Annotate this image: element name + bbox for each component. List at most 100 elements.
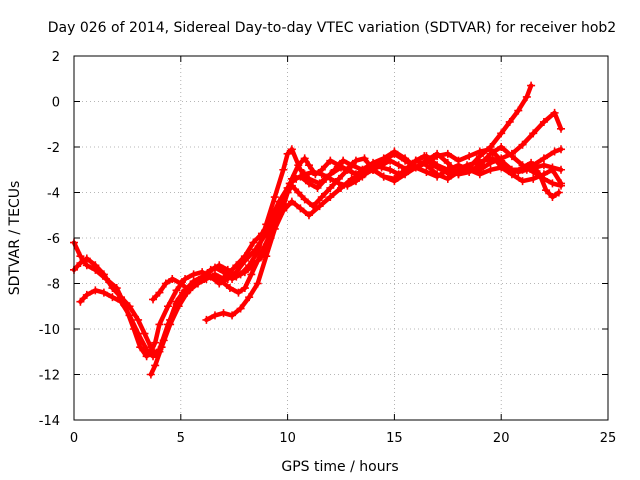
data-point: [142, 352, 151, 361]
data-point: [155, 288, 164, 297]
data-point: [155, 345, 164, 354]
data-point: [315, 202, 324, 211]
data-point: [99, 270, 108, 279]
y-tick-label: 0: [52, 96, 60, 111]
data-point: [326, 156, 335, 165]
data-point: [557, 165, 566, 174]
x-axis: 0 5 10 15 20 25: [70, 56, 616, 446]
x-tick-label: 0: [70, 431, 78, 446]
data-point: [411, 163, 420, 172]
data-point: [189, 270, 198, 279]
data-point: [507, 152, 516, 161]
data-point: [202, 270, 211, 279]
data-point: [253, 279, 262, 288]
data-point: [76, 252, 85, 261]
data-point: [125, 302, 134, 311]
data-point: [360, 154, 369, 163]
data-point: [91, 286, 100, 295]
y-tick-label: -4: [47, 187, 60, 202]
data-point: [390, 149, 399, 158]
data-point: [287, 174, 296, 183]
data-point: [492, 156, 501, 165]
data-point: [465, 165, 474, 174]
data-point: [514, 106, 523, 115]
series-line: [71, 147, 564, 357]
data-point: [337, 163, 345, 172]
data-point: [253, 247, 262, 256]
data-point: [548, 193, 557, 202]
data-point: [240, 284, 249, 293]
y-axis: -14 -12 -10 -8 -6 -4 -2 0 2: [39, 50, 608, 429]
data-series: [70, 81, 566, 379]
data-point: [379, 172, 388, 181]
data-point: [326, 193, 335, 202]
data-point: [550, 147, 559, 156]
y-tick-label: -8: [47, 278, 60, 293]
data-point: [217, 277, 226, 286]
data-point: [208, 272, 217, 281]
data-point: [140, 329, 149, 338]
data-point: [386, 165, 395, 174]
data-point: [518, 140, 527, 149]
x-axis-label: GPS time / hours: [281, 459, 398, 475]
data-point: [287, 181, 296, 190]
x-tick-label: 15: [386, 431, 403, 446]
data-point: [443, 174, 452, 183]
data-point: [557, 145, 566, 154]
data-point: [279, 165, 288, 174]
data-point: [401, 156, 410, 165]
data-point: [249, 238, 258, 247]
data-point: [539, 161, 548, 170]
chart-title: Day 026 of 2014, Sidereal Day-to-day VTE…: [48, 20, 616, 36]
data-point: [245, 261, 254, 270]
data-point: [369, 165, 378, 174]
data-point: [422, 168, 431, 177]
data-point: [518, 177, 527, 186]
data-point: [422, 156, 431, 165]
data-point: [510, 168, 519, 177]
data-point: [315, 179, 324, 188]
data-point: [433, 172, 442, 181]
data-point: [149, 352, 158, 361]
data-point: [185, 286, 194, 295]
data-point: [475, 161, 484, 170]
data-point: [326, 170, 335, 179]
data-point: [497, 143, 506, 151]
data-point: [379, 156, 388, 165]
x-tick-label: 20: [493, 431, 510, 446]
data-point: [337, 183, 345, 192]
data-point: [394, 161, 403, 170]
data-point: [172, 286, 181, 295]
data-point: [279, 206, 288, 215]
data-point: [557, 124, 566, 133]
data-point: [146, 370, 155, 379]
data-point: [228, 311, 237, 320]
data-point: [550, 108, 559, 117]
data-point: [465, 152, 474, 161]
data-point: [202, 315, 211, 324]
data-point: [535, 170, 544, 179]
data-point: [304, 161, 313, 170]
data-point: [91, 261, 100, 270]
data-point: [82, 261, 91, 270]
data-point: [136, 343, 145, 352]
y-tick-label: -10: [39, 323, 60, 338]
data-point: [283, 149, 292, 158]
data-point: [433, 149, 442, 158]
data-point: [554, 188, 563, 197]
y-tick-label: -12: [39, 369, 60, 384]
data-point: [262, 220, 271, 229]
data-point: [377, 163, 386, 172]
data-point: [501, 163, 510, 172]
data-point: [475, 147, 484, 156]
data-point: [443, 149, 452, 158]
data-point: [146, 343, 155, 352]
y-tick-label: 2: [52, 50, 60, 65]
x-tick-label: 10: [279, 431, 296, 446]
data-point: [296, 204, 305, 213]
data-point: [411, 156, 420, 165]
data-point: [311, 170, 320, 179]
data-point: [539, 117, 548, 126]
data-point: [317, 193, 326, 202]
data-point: [108, 293, 117, 302]
